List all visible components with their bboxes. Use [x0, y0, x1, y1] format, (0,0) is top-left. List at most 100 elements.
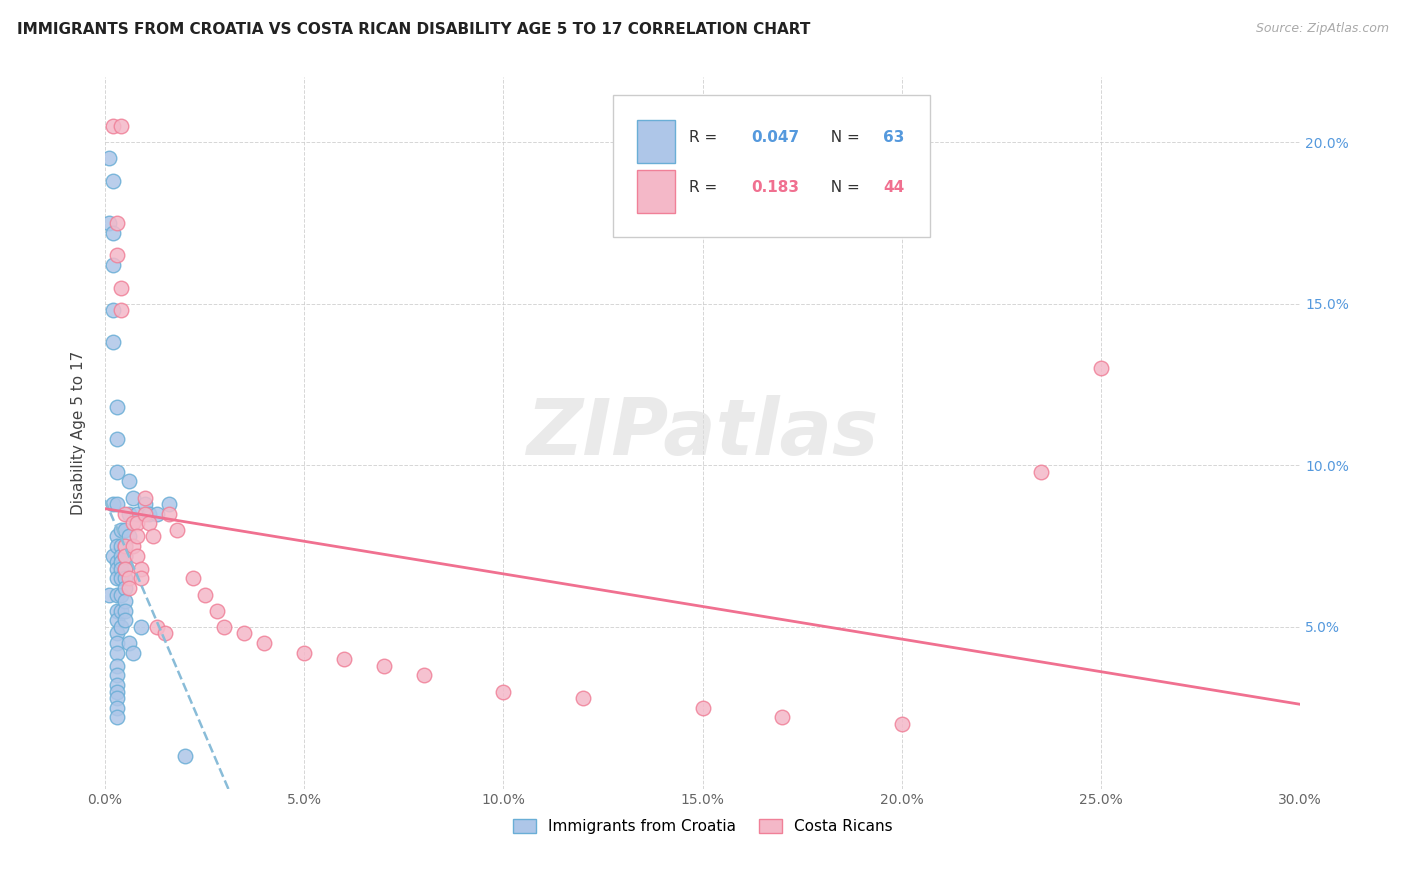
Point: [770, 710, 793, 724]
Point: [114, 562, 136, 576]
FancyBboxPatch shape: [613, 95, 929, 237]
Point: [134, 497, 156, 511]
Point: [105, 658, 128, 673]
Point: [157, 507, 180, 521]
Point: [101, 303, 124, 318]
Point: [105, 710, 128, 724]
Point: [110, 539, 132, 553]
Point: [1090, 361, 1112, 376]
Point: [101, 226, 124, 240]
Point: [110, 620, 132, 634]
Point: [98, 588, 121, 602]
Text: R =: R =: [689, 130, 723, 145]
Y-axis label: Disability Age 5 to 17: Disability Age 5 to 17: [72, 351, 86, 515]
Point: [105, 529, 128, 543]
Point: [105, 646, 128, 660]
Point: [105, 465, 128, 479]
Point: [114, 594, 136, 608]
Text: 44: 44: [883, 180, 904, 195]
Point: [110, 523, 132, 537]
Point: [105, 626, 128, 640]
Point: [114, 539, 136, 553]
Point: [166, 523, 188, 537]
Point: [142, 529, 165, 543]
Point: [101, 258, 124, 272]
Point: [194, 588, 217, 602]
Point: [105, 636, 128, 650]
Point: [114, 507, 136, 521]
Point: [129, 562, 152, 576]
Point: [105, 555, 128, 569]
Point: [105, 539, 128, 553]
Point: [134, 491, 156, 505]
Point: [114, 539, 136, 553]
Point: [114, 604, 136, 618]
Point: [118, 571, 141, 585]
Point: [105, 433, 128, 447]
Text: Source: ZipAtlas.com: Source: ZipAtlas.com: [1256, 22, 1389, 36]
Text: IMMIGRANTS FROM CROATIA VS COSTA RICAN DISABILITY AGE 5 TO 17 CORRELATION CHART: IMMIGRANTS FROM CROATIA VS COSTA RICAN D…: [17, 22, 810, 37]
Point: [110, 549, 132, 563]
Point: [890, 717, 912, 731]
Point: [118, 581, 141, 595]
Point: [122, 516, 145, 531]
Point: [101, 549, 124, 563]
Point: [98, 151, 121, 165]
Point: [118, 636, 141, 650]
FancyBboxPatch shape: [637, 170, 675, 212]
Point: [114, 562, 136, 576]
Point: [1031, 465, 1053, 479]
Point: [114, 581, 136, 595]
Point: [110, 303, 132, 318]
Point: [125, 529, 148, 543]
Point: [105, 400, 128, 414]
Point: [105, 588, 128, 602]
Text: R =: R =: [689, 180, 723, 195]
Point: [110, 562, 132, 576]
Point: [98, 216, 121, 230]
Point: [134, 507, 156, 521]
Point: [157, 497, 180, 511]
Point: [146, 507, 169, 521]
Point: [118, 529, 141, 543]
Point: [101, 497, 124, 511]
Point: [105, 668, 128, 682]
Point: [129, 571, 152, 585]
Text: N =: N =: [821, 180, 865, 195]
Point: [214, 620, 236, 634]
Legend: Immigrants from Croatia, Costa Ricans: Immigrants from Croatia, Costa Ricans: [513, 819, 893, 834]
Point: [110, 604, 132, 618]
Point: [146, 620, 169, 634]
Point: [114, 549, 136, 563]
Point: [122, 491, 145, 505]
Point: [105, 216, 128, 230]
Point: [292, 646, 315, 660]
Point: [105, 497, 128, 511]
Point: [233, 626, 256, 640]
Point: [492, 684, 515, 698]
Point: [118, 475, 141, 489]
Point: [105, 684, 128, 698]
Point: [110, 119, 132, 133]
Point: [101, 335, 124, 350]
Point: [105, 248, 128, 262]
Point: [114, 571, 136, 585]
Point: [253, 636, 276, 650]
Point: [114, 523, 136, 537]
Point: [129, 620, 152, 634]
Point: [125, 549, 148, 563]
Point: [105, 678, 128, 692]
Point: [114, 549, 136, 563]
Point: [118, 507, 141, 521]
Point: [110, 280, 132, 294]
Point: [110, 588, 132, 602]
Text: 63: 63: [883, 130, 904, 145]
Point: [105, 604, 128, 618]
Point: [153, 626, 176, 640]
Text: ZIPatlas: ZIPatlas: [526, 395, 879, 471]
Text: N =: N =: [821, 130, 865, 145]
Point: [412, 668, 434, 682]
Point: [105, 700, 128, 714]
Point: [105, 571, 128, 585]
Point: [181, 571, 204, 585]
